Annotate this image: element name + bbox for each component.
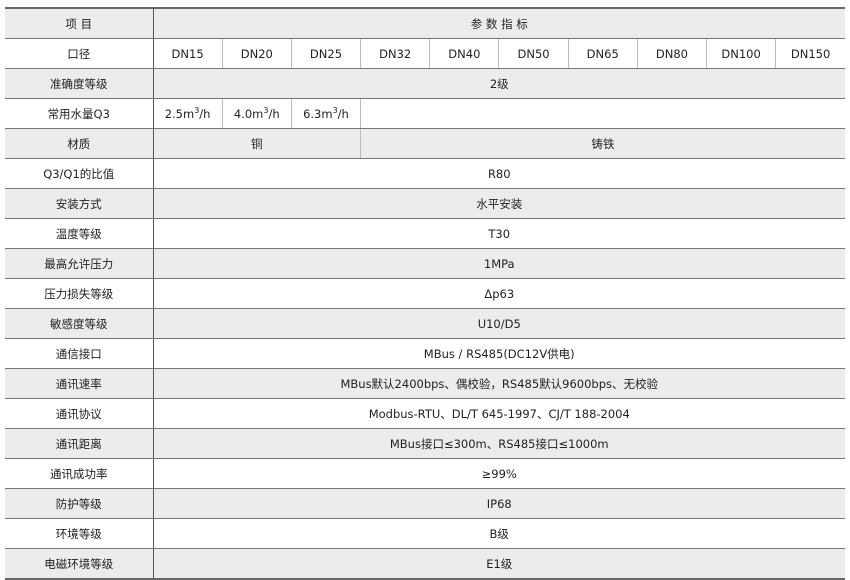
- spec-value: T30: [152, 218, 845, 249]
- spec-value: R80: [152, 158, 845, 189]
- spec-row: 防护等级 IP68: [5, 488, 845, 519]
- diameter-value: DN150: [775, 38, 845, 69]
- q3-unit: /h: [268, 106, 280, 121]
- header-params: 参 数 指 标: [152, 7, 845, 39]
- diameter-value: DN40: [429, 38, 500, 69]
- spec-row: 通讯成功率 ≥99%: [5, 458, 845, 489]
- spec-value: B级: [152, 518, 845, 549]
- spec-value: E1级: [152, 548, 845, 580]
- q3-value: 4.0m3/h: [221, 98, 292, 129]
- q3-value: 6.3m3/h: [290, 98, 362, 129]
- spec-row: 通信接口 MBus / RS485(DC12V供电): [5, 338, 845, 369]
- spec-row: 最高允许压力 1MPa: [5, 248, 845, 279]
- material-copper: 铜: [152, 128, 362, 159]
- q3-unit: /h: [199, 106, 211, 121]
- diameter-value: DN32: [360, 38, 431, 69]
- material-label: 材质: [5, 128, 154, 159]
- q3-row: 常用水量Q3 2.5m3/h 4.0m3/h 6.3m3/h: [5, 98, 845, 129]
- q3-empty: [360, 98, 845, 129]
- diameter-value: DN25: [290, 38, 362, 69]
- spec-value: Modbus-RTU、DL/T 645-1997、CJ/T 188-2004: [152, 398, 845, 429]
- spec-row: Q3/Q1的比值 R80: [5, 158, 845, 189]
- spec-row: 通讯速率 MBus默认2400bps、偶校验，RS485默认9600bps、无校验: [5, 368, 845, 399]
- q3-num: 4.0m: [233, 106, 264, 121]
- header-item: 项 目: [5, 7, 154, 39]
- q3-sup: 3: [263, 106, 269, 116]
- spec-value: MBus / RS485(DC12V供电): [152, 338, 845, 369]
- spec-label: Q3/Q1的比值: [5, 158, 154, 189]
- q3-num: 2.5m: [164, 106, 195, 121]
- spec-row: 电磁环境等级 E1级: [5, 548, 845, 580]
- spec-label: 最高允许压力: [5, 248, 154, 279]
- q3-label: 常用水量Q3: [5, 98, 154, 129]
- spec-label: 防护等级: [5, 488, 154, 519]
- q3-unit: /h: [337, 106, 349, 121]
- diameter-label: 口径: [5, 38, 154, 69]
- spec-label: 环境等级: [5, 518, 154, 549]
- spec-row: 温度等级 T30: [5, 218, 845, 249]
- spec-row: 环境等级 B级: [5, 518, 845, 549]
- diameter-value: DN15: [152, 38, 223, 69]
- spec-table: 项 目 参 数 指 标 口径 DN15 DN20 DN25 DN32 DN40 …: [5, 7, 845, 580]
- spec-value: IP68: [152, 488, 845, 519]
- spec-row: 压力损失等级 Δp63: [5, 278, 845, 309]
- header-row: 项 目 参 数 指 标: [5, 7, 845, 39]
- spec-value: U10/D5: [152, 308, 845, 339]
- diameter-value: DN80: [636, 38, 708, 69]
- spec-row: 安装方式 水平安装: [5, 188, 845, 219]
- spec-label: 通讯速率: [5, 368, 154, 399]
- spec-value: Δp63: [152, 278, 845, 309]
- spec-value: MBus默认2400bps、偶校验，RS485默认9600bps、无校验: [152, 368, 845, 399]
- spec-label: 敏感度等级: [5, 308, 154, 339]
- spec-label: 通讯距离: [5, 428, 154, 459]
- material-row: 材质 铜 铸铁: [5, 128, 845, 159]
- spec-value: 水平安装: [152, 188, 845, 219]
- spec-row: 通讯协议 Modbus-RTU、DL/T 645-1997、CJ/T 188-20…: [5, 398, 845, 429]
- spec-row: 敏感度等级 U10/D5: [5, 308, 845, 339]
- accuracy-label: 准确度等级: [5, 68, 154, 99]
- spec-value: 1MPa: [152, 248, 845, 279]
- spec-label: 压力损失等级: [5, 278, 154, 309]
- q3-sup: 3: [332, 106, 338, 116]
- spec-label: 安装方式: [5, 188, 154, 219]
- diameter-value: DN20: [221, 38, 292, 69]
- q3-num: 6.3m: [303, 106, 333, 121]
- spec-label: 通讯协议: [5, 398, 154, 429]
- spec-label: 通讯成功率: [5, 458, 154, 489]
- q3-sup: 3: [194, 106, 200, 116]
- spec-label: 电磁环境等级: [5, 548, 154, 580]
- diameter-value: DN100: [705, 38, 777, 69]
- spec-label: 通信接口: [5, 338, 154, 369]
- diameter-row: 口径 DN15 DN20 DN25 DN32 DN40 DN50 DN65 DN…: [5, 38, 845, 69]
- spec-label: 温度等级: [5, 218, 154, 249]
- material-iron: 铸铁: [360, 128, 845, 159]
- accuracy-row: 准确度等级 2级: [5, 68, 845, 99]
- spec-row: 通讯距离 MBus接口≤300m、RS485接口≤1000m: [5, 428, 845, 459]
- accuracy-value: 2级: [152, 68, 845, 99]
- q3-value: 2.5m3/h: [152, 98, 223, 129]
- spec-value: ≥99%: [152, 458, 845, 489]
- diameter-value: DN65: [567, 38, 638, 69]
- spec-value: MBus接口≤300m、RS485接口≤1000m: [152, 428, 845, 459]
- diameter-value: DN50: [498, 38, 569, 69]
